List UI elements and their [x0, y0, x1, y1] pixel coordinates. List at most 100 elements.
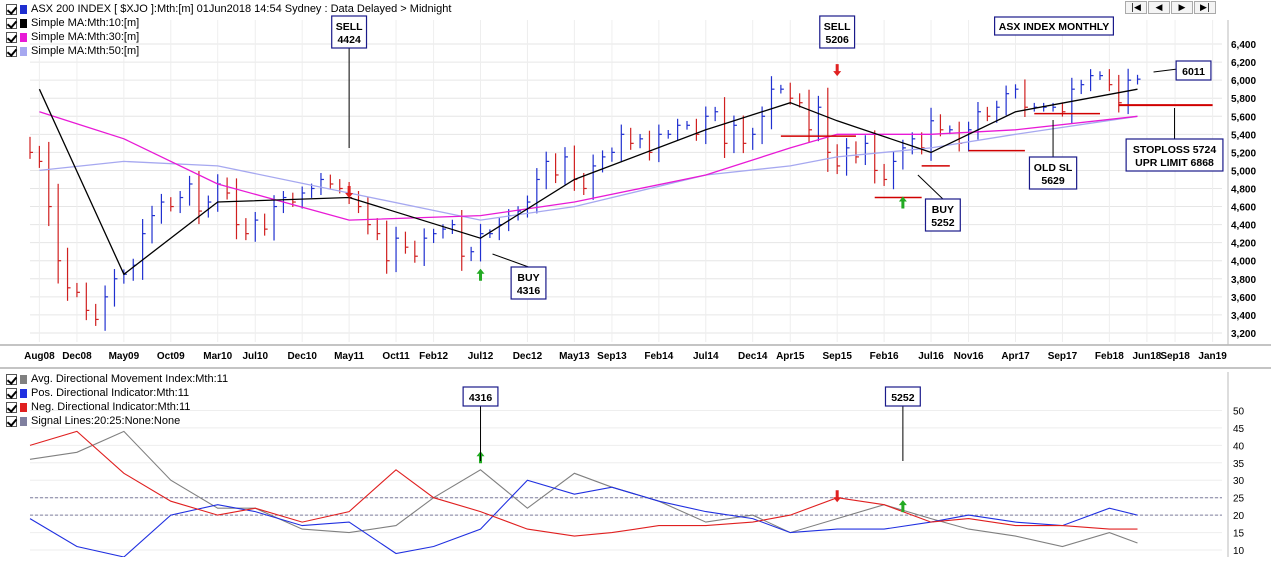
series-swatch-icon	[20, 402, 27, 412]
indicator-legend: Avg. Directional Movement Index:Mth:11 P…	[6, 372, 228, 428]
x-tick-label: Feb16	[870, 351, 899, 362]
next-page-button[interactable]: ▶	[1171, 1, 1193, 14]
chart-title-box	[993, 16, 1114, 36]
y-tick-label: 45	[1233, 424, 1245, 435]
checkbox-icon[interactable]	[6, 387, 17, 399]
buy-arrow-icon	[476, 268, 485, 281]
series-swatch-icon	[20, 374, 27, 384]
dmi-series-line	[29, 479, 1138, 558]
ma10-line	[38, 88, 1138, 276]
legend-label: Simple MA:Mth:50:[m]	[31, 45, 140, 57]
y-tick-label: 4,400	[1231, 221, 1256, 232]
annotation-text: 4424	[337, 34, 361, 46]
checkbox-icon[interactable]	[6, 31, 17, 43]
y-tick-label: 20	[1233, 511, 1245, 522]
annotation-text: 5629	[1041, 175, 1065, 187]
y-tick-label: 15	[1233, 529, 1245, 540]
legend-label: Simple MA:Mth:10:[m]	[31, 17, 140, 29]
series-swatch-icon	[20, 18, 27, 28]
annotation-text: BUY	[517, 272, 539, 284]
y-tick-label: 10	[1233, 546, 1245, 557]
annotation-box	[819, 15, 856, 49]
y-tick-label: 30	[1233, 476, 1245, 487]
y-tick-label: 3,800	[1231, 275, 1256, 286]
indicator-panel-grid	[30, 409, 1222, 551]
x-tick-label: Feb12	[419, 351, 448, 362]
x-tick-label: Oct11	[382, 351, 410, 362]
legend-item[interactable]: Signal Lines:20:25:None:None	[6, 414, 228, 428]
y-tick-label: 6,400	[1231, 40, 1256, 51]
annotation-box	[331, 15, 368, 49]
legend-item[interactable]: ASX 200 INDEX [ $XJO ]:Mth:[m] 01Jun2018…	[6, 2, 451, 16]
annotation-text: 4316	[469, 392, 493, 404]
series-swatch-icon	[20, 388, 27, 398]
legend-item[interactable]: Pos. Directional Indicator:Mth:11	[6, 386, 228, 400]
dmi-lines	[29, 430, 1138, 558]
x-tick-label: Dec10	[287, 351, 317, 362]
legend-label: ASX 200 INDEX [ $XJO ]:Mth:[m] 01Jun2018…	[31, 3, 452, 15]
legend-label: Simple MA:Mth:30:[m]	[31, 31, 140, 43]
x-tick-label: Dec14	[738, 351, 768, 362]
annotation-text: 5252	[931, 217, 955, 229]
prev-page-button[interactable]: ◀	[1148, 1, 1170, 14]
y-tick-label: 4,600	[1231, 203, 1256, 214]
chart-title: ASX INDEX MONTHLY	[999, 21, 1109, 33]
legend-item[interactable]: Simple MA:Mth:10:[m]	[6, 16, 451, 30]
annotation-leader	[1153, 68, 1178, 73]
y-tick-label: 3,200	[1231, 329, 1256, 340]
series-swatch-icon	[20, 32, 27, 42]
annotation-text: 6011	[1182, 66, 1205, 78]
x-tick-label: Oct09	[157, 351, 185, 362]
annotation-box	[1175, 60, 1212, 81]
level-lines	[780, 104, 1213, 199]
checkbox-icon[interactable]	[6, 415, 17, 427]
first-page-button[interactable]: |◀	[1125, 1, 1147, 14]
legend-label: Neg. Directional Indicator:Mth:11	[31, 401, 191, 413]
x-tick-label: Sep18	[1160, 351, 1190, 362]
x-tick-label: Jan19	[1198, 351, 1227, 362]
checkbox-icon[interactable]	[6, 3, 17, 15]
legend-label: Pos. Directional Indicator:Mth:11	[31, 387, 190, 399]
y-tick-label: 6,200	[1231, 58, 1256, 69]
x-tick-label: Feb14	[644, 351, 673, 362]
legend-item[interactable]: Avg. Directional Movement Index:Mth:11	[6, 372, 228, 386]
x-tick-label: Sep13	[597, 351, 627, 362]
y-tick-label: 5,400	[1231, 130, 1256, 141]
y-tick-label: 5,600	[1231, 112, 1256, 123]
y-tick-label: 50	[1233, 406, 1245, 417]
annotation-text: 5206	[826, 34, 850, 46]
last-page-button[interactable]: ▶|	[1194, 1, 1216, 14]
sell-arrow-icon	[345, 186, 354, 199]
buy-arrow-icon	[898, 500, 907, 513]
y-tick-label: 3,400	[1231, 311, 1256, 322]
y-tick-label: 4,000	[1231, 257, 1256, 268]
annotation-box	[924, 198, 961, 232]
sell-arrow-icon	[833, 64, 842, 77]
x-tick-label: Jul14	[693, 351, 719, 362]
checkbox-icon[interactable]	[6, 17, 17, 29]
x-tick-label: Sep17	[1048, 351, 1078, 362]
checkbox-icon[interactable]	[6, 401, 17, 413]
legend-item[interactable]: Simple MA:Mth:30:[m]	[6, 30, 451, 44]
buy-arrow-icon	[898, 196, 907, 209]
annotation-text: BUY	[932, 204, 954, 216]
legend-label: Signal Lines:20:25:None:None	[31, 415, 181, 427]
price-panel-grid	[30, 20, 1222, 342]
legend-item[interactable]: Neg. Directional Indicator:Mth:11	[6, 400, 228, 414]
annotation-text: UPR LIMIT 6868	[1135, 157, 1214, 169]
sell-arrow-icon	[833, 490, 842, 503]
x-tick-label: Jul12	[468, 351, 494, 362]
legend-item[interactable]: Simple MA:Mth:50:[m]	[6, 44, 451, 58]
checkbox-icon[interactable]	[6, 45, 17, 57]
checkbox-icon[interactable]	[6, 373, 17, 385]
annotation-leader	[492, 253, 529, 268]
y-tick-label: 25	[1233, 494, 1245, 505]
x-tick-label: Mar10	[203, 351, 232, 362]
x-tick-label: Dec12	[513, 351, 543, 362]
dmi-series-line	[29, 430, 1138, 537]
x-tick-label: May09	[109, 351, 140, 362]
annotation-box	[462, 386, 499, 407]
